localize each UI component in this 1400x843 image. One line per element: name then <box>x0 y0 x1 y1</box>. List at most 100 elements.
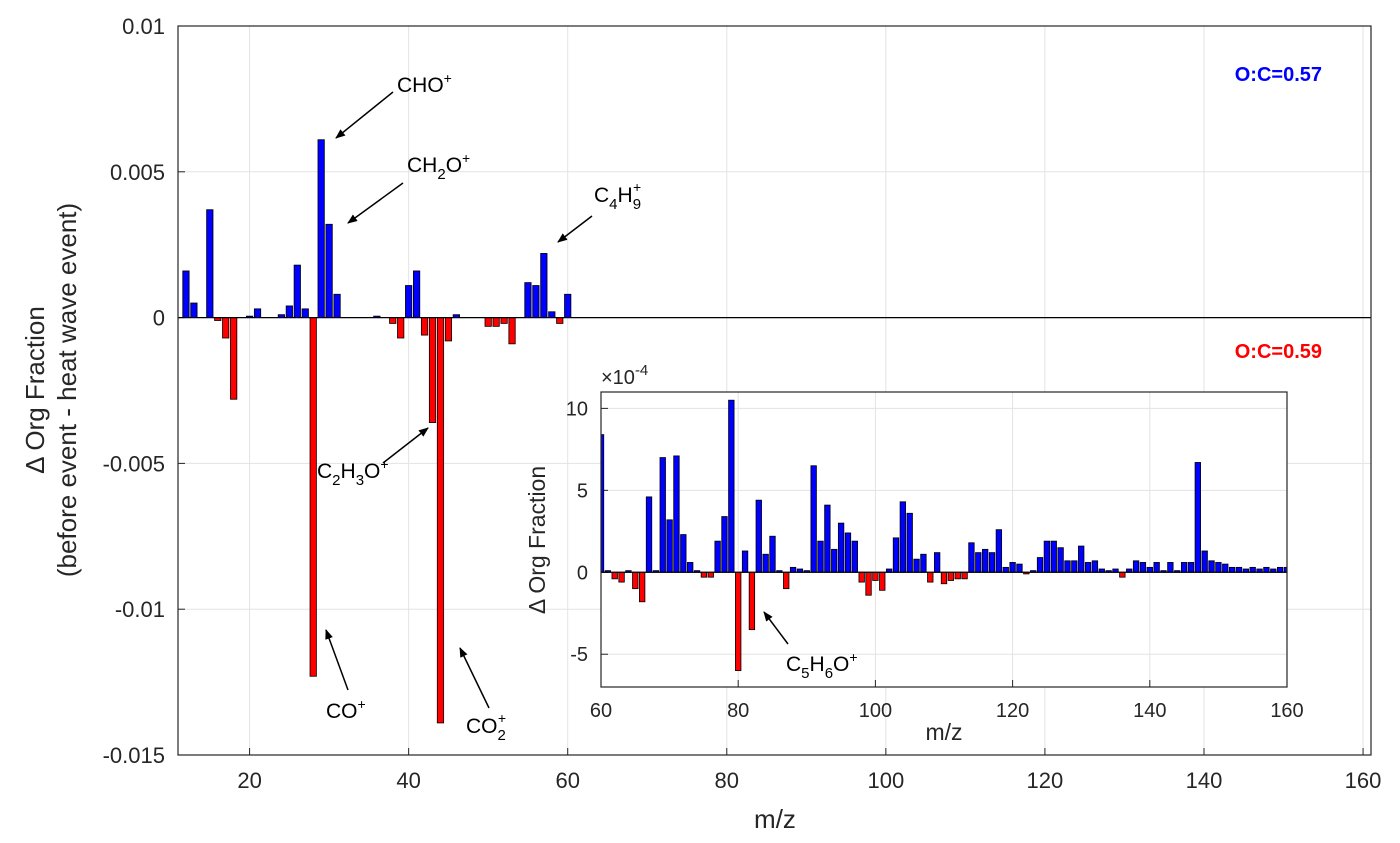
bar-mz-155 <box>1249 566 1256 573</box>
bar-mz-78 <box>721 516 728 573</box>
bar-mz-62 <box>611 571 618 580</box>
inset-y-tick-labels: 10 5 0 -5 <box>566 398 588 666</box>
bar-mz-71 <box>673 455 680 573</box>
annotation-ch2o-label: CH2O+ <box>407 150 470 183</box>
annotation-ch2o: CH2O+ <box>347 150 470 224</box>
bar-mz-94 <box>831 548 838 573</box>
inset-y-axis-label: Δ Org Fraction <box>524 466 550 614</box>
main-y-axis-label-line2: (before event - heat wave event) <box>52 203 82 577</box>
bar-mz-44 <box>436 317 445 724</box>
bar-mz-108 <box>927 571 934 583</box>
annotation-c5h6o-label: C5H6O+ <box>786 649 858 682</box>
inset-x-tick-label: 140 <box>1133 700 1166 722</box>
bar-mz-103 <box>892 537 900 573</box>
bar-mz-55 <box>524 282 532 319</box>
annotation-co: CO+ <box>325 629 366 723</box>
bar-mz-140 <box>1146 566 1153 573</box>
bar-mz-50 <box>484 317 492 327</box>
bar-mz-132 <box>1091 560 1099 573</box>
annotation-c5h6o-arrow <box>763 611 789 645</box>
bar-mz-153 <box>1235 566 1243 573</box>
bar-mz-28 <box>309 317 317 677</box>
bar-mz-98 <box>858 571 865 583</box>
bar-mz-131 <box>1084 562 1092 573</box>
bar-mz-84 <box>762 553 769 573</box>
bar-mz-117 <box>988 552 996 573</box>
bar-mz-129 <box>1071 560 1078 573</box>
bar-mz-148 <box>1201 550 1208 573</box>
bar-mz-72 <box>680 534 687 573</box>
bar-mz-118 <box>995 529 1003 573</box>
bar-mz-29 <box>317 139 325 319</box>
bar-mz-38 <box>389 317 397 324</box>
bar-mz-128 <box>1064 560 1071 573</box>
oc-ratio-heatwave: O:C=0.59 <box>1235 341 1322 363</box>
bar-mz-97 <box>851 540 858 573</box>
bar-mz-101 <box>879 571 886 591</box>
bar-mz-82 <box>748 571 756 631</box>
bar-mz-59 <box>556 317 564 324</box>
annotation-c2h3o-label: C2H3O+ <box>317 456 389 489</box>
bar-mz-51 <box>492 317 500 327</box>
bar-mz-145 <box>1180 562 1188 573</box>
bar-mz-119 <box>1002 566 1009 573</box>
bar-mz-110 <box>940 571 948 585</box>
annotation-cho-label: CHO+ <box>397 70 452 97</box>
inset-x-tick-label: 100 <box>859 700 892 722</box>
main-y-tick-label: 0.01 <box>122 14 165 39</box>
bar-mz-65 <box>632 571 639 590</box>
bar-mz-105 <box>906 512 913 573</box>
main-y-tick-label: 0.005 <box>110 160 165 185</box>
main-x-tick-label: 80 <box>715 768 739 793</box>
bar-mz-115 <box>975 552 982 573</box>
inset-y-tick-label: -5 <box>570 644 588 666</box>
main-bars <box>182 139 572 724</box>
bar-mz-81 <box>741 550 749 573</box>
inset-y-tick-label: 10 <box>566 398 588 420</box>
inset-plot-background <box>601 392 1287 687</box>
bar-mz-111 <box>947 571 955 581</box>
bar-mz-136 <box>1119 571 1126 578</box>
bar-mz-126 <box>1050 540 1057 573</box>
bar-mz-130 <box>1078 545 1085 573</box>
bar-mz-12 <box>182 270 190 318</box>
inset-x-tick-labels: 60 80 100 120 140 160 <box>590 700 1304 722</box>
bar-mz-157 <box>1263 566 1270 573</box>
bar-mz-93 <box>824 504 831 573</box>
oc-ratio-before: O:C=0.57 <box>1235 64 1322 86</box>
bar-mz-150 <box>1215 562 1222 573</box>
bar-mz-75 <box>700 571 708 578</box>
bar-mz-152 <box>1228 566 1236 573</box>
bar-mz-100 <box>872 571 879 581</box>
bar-mz-17 <box>222 317 230 339</box>
bar-mz-91 <box>810 465 817 573</box>
bar-mz-143 <box>1167 562 1174 573</box>
annotation-co-label: CO+ <box>326 696 366 723</box>
inset-scale-factor: ×10-4 <box>601 362 648 389</box>
bar-mz-85 <box>769 535 776 573</box>
annotation-c2h3o-arrow <box>382 427 429 464</box>
bar-mz-139 <box>1139 562 1147 573</box>
bar-mz-80 <box>735 571 742 672</box>
bar-mz-79 <box>728 399 735 573</box>
main-x-tick-label: 140 <box>1186 768 1223 793</box>
inset-plot-frame <box>600 391 1288 688</box>
annotation-co2: CO2+ <box>459 647 506 744</box>
main-x-tick-label: 20 <box>237 768 261 793</box>
bar-mz-39 <box>397 317 405 339</box>
bar-mz-149 <box>1208 560 1215 573</box>
main-y-tick-label: -0.015 <box>103 743 165 768</box>
bar-mz-127 <box>1057 547 1064 573</box>
inset-x-tick-label: 60 <box>590 700 612 722</box>
bar-mz-31 <box>333 293 341 319</box>
bar-mz-95 <box>837 522 845 573</box>
bar-mz-112 <box>954 571 961 580</box>
bar-mz-113 <box>961 571 968 580</box>
bar-mz-25 <box>285 305 293 319</box>
bar-mz-109 <box>933 552 941 573</box>
annotation-co2-arrow <box>459 647 490 709</box>
bar-mz-40 <box>405 285 413 318</box>
bar-mz-138 <box>1132 560 1140 573</box>
bar-mz-57 <box>540 253 548 318</box>
